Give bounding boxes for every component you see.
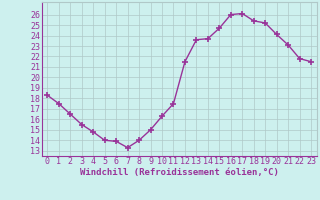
X-axis label: Windchill (Refroidissement éolien,°C): Windchill (Refroidissement éolien,°C) bbox=[80, 168, 279, 177]
